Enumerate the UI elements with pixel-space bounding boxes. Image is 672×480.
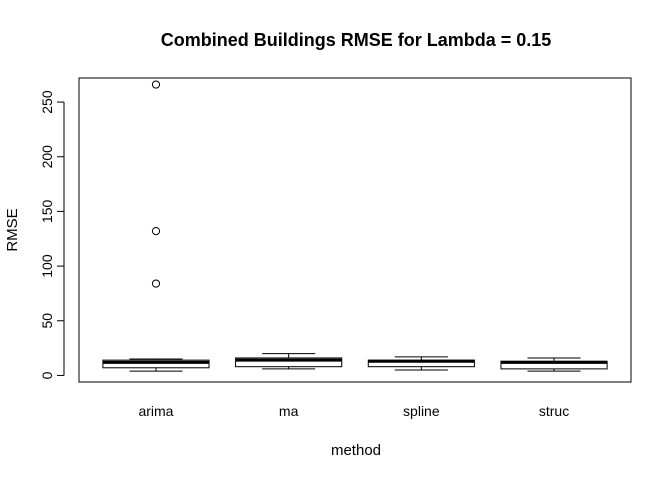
box-spline: spline — [367, 356, 475, 419]
x-axis-label: method — [331, 442, 381, 459]
y-tick-label-100: 100 — [39, 254, 55, 278]
iqr-box-ma — [235, 357, 343, 368]
chart-title: Combined Buildings RMSE for Lambda = 0.1… — [161, 30, 552, 50]
x-tick-label-ma: ma — [279, 403, 299, 419]
box-struc: struc — [500, 357, 608, 419]
outlier-arima-1 — [151, 226, 161, 236]
box-arima: arima — [102, 80, 210, 419]
iqr-box-arima — [102, 359, 210, 369]
y-tick-label-250: 250 — [39, 90, 55, 114]
y-tick-label-200: 200 — [39, 145, 55, 169]
y-tick-label-50: 50 — [39, 313, 55, 329]
box-ma: ma — [235, 353, 343, 419]
outlier-arima-0 — [151, 279, 161, 288]
x-tick-label-arima: arima — [138, 403, 173, 419]
outlier-arima-2 — [151, 80, 161, 89]
boxes-group: arima ma spline struc — [102, 80, 608, 419]
x-tick-label-struc: struc — [539, 403, 569, 419]
y-axis: 0 50 100 150 200 250 — [39, 90, 65, 379]
y-tick-label-0: 0 — [39, 371, 55, 379]
plot-frame — [78, 77, 632, 383]
y-axis-label: RMSE — [4, 208, 21, 251]
x-tick-label-spline: spline — [403, 403, 440, 419]
y-tick-label-150: 150 — [39, 200, 55, 224]
